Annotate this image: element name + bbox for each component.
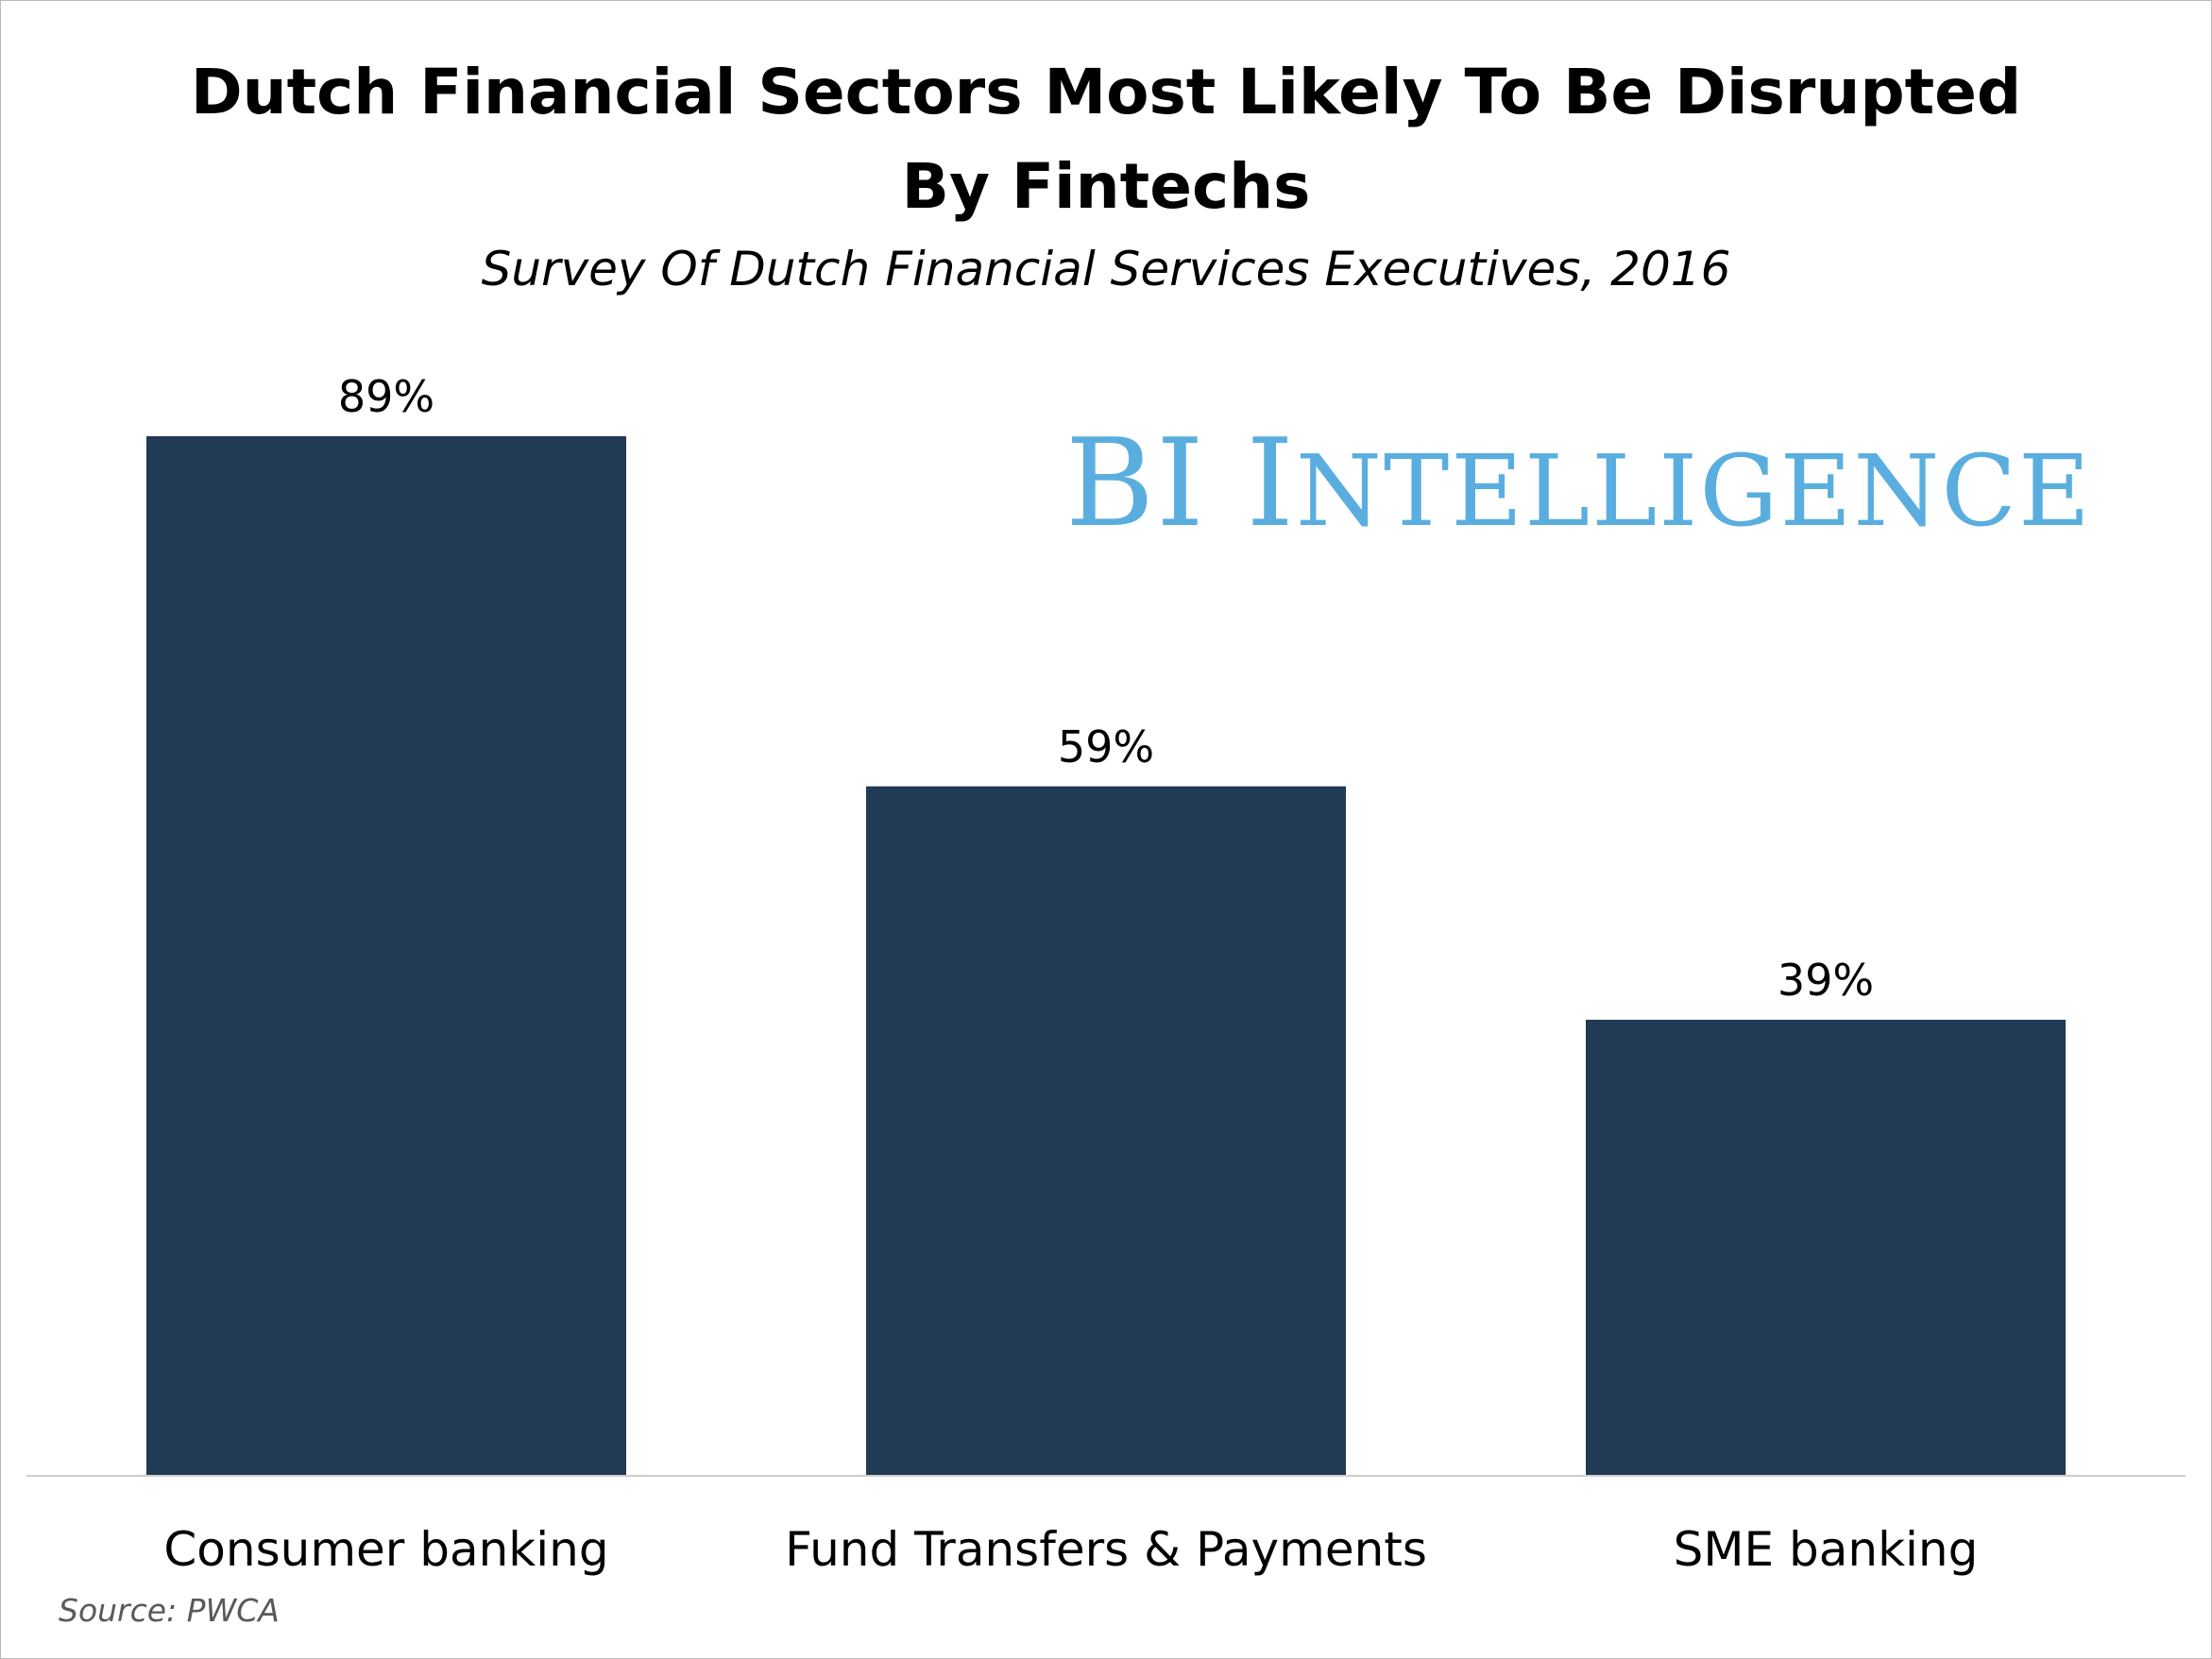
chart-title: Dutch Financial Sectors Most Likely To B… (0, 45, 2212, 234)
category-label-2: Fund Transfers & Payments (785, 1522, 1427, 1577)
bi-intelligence-logo: BI INTELLIGENCE (1065, 414, 2092, 562)
chart-subtitle: Survey Of Dutch Financial Services Execu… (481, 242, 1731, 296)
data-label-1: 89% (338, 371, 434, 422)
logo-bi: BI (1065, 414, 1206, 554)
category-label-1: Consumer banking (163, 1522, 608, 1577)
category-label-3: SME banking (1674, 1522, 1979, 1577)
chart-title-line-2: By Fintechs (901, 150, 1311, 223)
data-label-3: 39% (1778, 955, 1874, 1006)
logo-rest: NTELLIGENCE (1295, 433, 2092, 549)
bar-2 (866, 786, 1346, 1475)
chart-title-line-1: Dutch Financial Sectors Most Likely To B… (190, 56, 2022, 128)
source-note: Source: PWCA (59, 1592, 280, 1629)
logo-big-i: I (1246, 414, 1296, 554)
data-label-2: 59% (1058, 721, 1154, 772)
bar-1 (146, 436, 626, 1475)
bar-3 (1586, 1019, 2066, 1475)
